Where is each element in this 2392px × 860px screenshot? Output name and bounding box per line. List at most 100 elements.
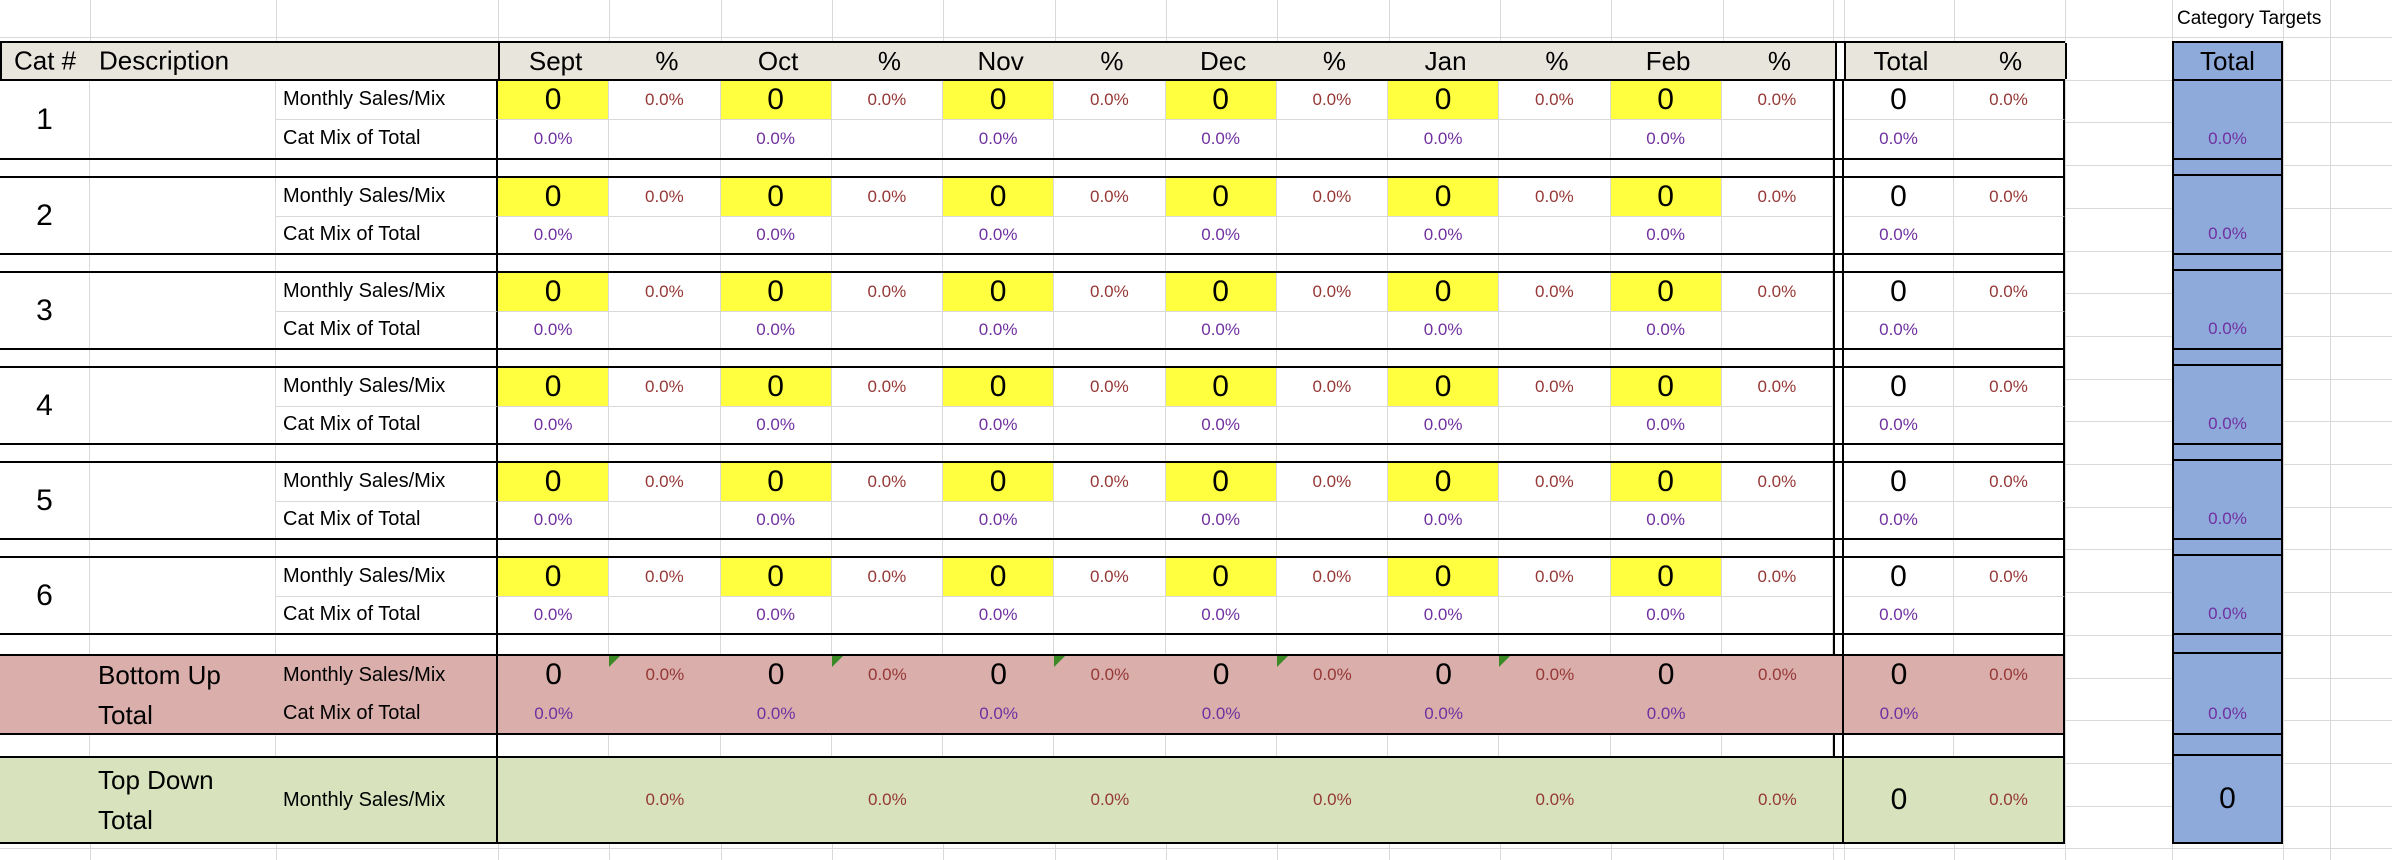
mix-pct-cell[interactable]: 0.0% <box>721 501 832 538</box>
bottomup-pct-cell[interactable]: 0.0% <box>1722 656 1833 694</box>
sales-input-cell[interactable]: 0 <box>1165 463 1277 502</box>
month-pct-cell[interactable]: 0.0% <box>1721 368 1833 407</box>
mix-pct-cell[interactable]: 0.0% <box>498 406 610 443</box>
month-pct-cell[interactable]: 0.0% <box>609 368 721 407</box>
total-pct-cell[interactable]: 0.0% <box>1954 273 2065 312</box>
bottomup-pct-cell[interactable]: 0.0% <box>831 656 943 694</box>
mix-pct-cell[interactable]: 0.0% <box>943 406 1055 443</box>
month-pct-cell[interactable]: 0.0% <box>831 463 943 502</box>
mix-pct-cell[interactable]: 0.0% <box>1166 596 1277 633</box>
month-pct-cell[interactable]: 0.0% <box>609 81 721 120</box>
month-pct-cell[interactable]: 0.0% <box>1499 558 1611 597</box>
target-total-cell[interactable]: 0 <box>2174 756 2281 844</box>
empty-cell[interactable] <box>609 596 721 633</box>
mix-pct-cell[interactable]: 0.0% <box>943 216 1055 253</box>
empty-cell[interactable] <box>1722 119 1833 158</box>
empty-cell[interactable] <box>1054 501 1166 538</box>
sales-input-cell[interactable]: 0 <box>498 558 610 597</box>
mix-pct-cell[interactable]: 0.0% <box>943 119 1055 158</box>
month-pct-cell[interactable]: 0.0% <box>1276 81 1388 120</box>
empty-cell[interactable] <box>1722 216 1833 253</box>
bottomup-sales-cell[interactable]: 0 <box>767 658 785 691</box>
empty-cell[interactable] <box>832 216 943 253</box>
bottomup-sales-cell[interactable]: 0 <box>1435 658 1452 691</box>
empty-cell[interactable] <box>1954 119 2065 158</box>
month-pct-cell[interactable]: 0.0% <box>1499 368 1611 407</box>
sales-input-cell[interactable]: 0 <box>943 81 1055 120</box>
empty-cell[interactable] <box>1722 311 1833 348</box>
month-pct-cell[interactable]: 0.0% <box>1721 273 1833 312</box>
mix-pct-cell[interactable]: 0.0% <box>721 216 832 253</box>
bottomup-mix-pct-cell[interactable]: 0.0% <box>756 703 796 723</box>
topdown-pct-cell[interactable]: 0.0% <box>868 790 907 809</box>
bottomup-sales-cell[interactable]: 0 <box>1212 658 1230 691</box>
empty-cell[interactable] <box>1499 119 1611 158</box>
empty-cell[interactable] <box>1611 758 1722 842</box>
mix-pct-cell[interactable]: 0.0% <box>721 311 832 348</box>
month-pct-cell[interactable]: 0.0% <box>1499 273 1611 312</box>
bottomup-total-cell[interactable]: 0 <box>1890 658 1908 691</box>
month-pct-cell[interactable]: 0.0% <box>831 178 943 217</box>
total-value-cell[interactable]: 0 <box>1844 178 1954 217</box>
sales-input-cell[interactable]: 0 <box>943 178 1055 217</box>
month-pct-cell[interactable]: 0.0% <box>1721 178 1833 217</box>
month-pct-cell[interactable]: 0.0% <box>1721 558 1833 597</box>
empty-cell[interactable] <box>1722 596 1833 633</box>
description-cell[interactable] <box>90 178 276 253</box>
target-cell[interactable]: 0.0% <box>2174 461 2281 540</box>
sales-input-cell[interactable]: 0 <box>943 463 1055 502</box>
sales-input-cell[interactable]: 0 <box>1388 273 1500 312</box>
month-pct-cell[interactable]: 0.0% <box>831 273 943 312</box>
empty-cell[interactable] <box>1499 501 1611 538</box>
sales-input-cell[interactable]: 0 <box>1388 368 1500 407</box>
sales-input-cell[interactable]: 0 <box>1610 368 1722 407</box>
empty-cell[interactable] <box>832 596 943 633</box>
empty-cell[interactable] <box>609 311 721 348</box>
empty-cell[interactable] <box>609 406 721 443</box>
month-pct-cell[interactable]: 0.0% <box>609 273 721 312</box>
month-pct-cell[interactable]: 0.0% <box>1276 463 1388 502</box>
total-value-cell[interactable]: 0 <box>1844 558 1954 597</box>
mix-pct-cell[interactable]: 0.0% <box>1388 501 1500 538</box>
mix-pct-cell[interactable]: 0.0% <box>721 406 832 443</box>
bottomup-mix-pct-cell[interactable]: 0.0% <box>534 703 573 723</box>
mix-pct-cell[interactable]: 0.0% <box>498 216 610 253</box>
mix-pct-cell[interactable]: 0.0% <box>1611 216 1722 253</box>
month-pct-cell[interactable]: 0.0% <box>1054 558 1166 597</box>
month-pct-cell[interactable]: 0.0% <box>1276 368 1388 407</box>
topdown-pct-cell[interactable]: 0.0% <box>1758 790 1797 809</box>
sales-input-cell[interactable]: 0 <box>1610 558 1722 597</box>
total-value-cell[interactable]: 0 <box>1844 273 1954 312</box>
sales-input-cell[interactable]: 0 <box>1610 273 1722 312</box>
month-pct-cell[interactable]: 0.0% <box>609 178 721 217</box>
empty-cell[interactable] <box>1954 694 2065 733</box>
total-pct-cell[interactable]: 0.0% <box>1954 368 2065 407</box>
mix-pct-cell[interactable]: 0.0% <box>498 311 610 348</box>
empty-cell[interactable] <box>1277 596 1388 633</box>
target-cell[interactable]: 0.0% <box>2174 654 2281 735</box>
mix-pct-cell[interactable]: 0.0% <box>1166 501 1277 538</box>
mix-pct-cell[interactable]: 0.0% <box>1166 216 1277 253</box>
sales-input-cell[interactable]: 0 <box>498 368 610 407</box>
bottomup-pct-cell[interactable]: 0.0% <box>1276 656 1388 694</box>
bottomup-sales-cell[interactable]: 0 <box>990 658 1007 691</box>
total-pct-cell[interactable]: 0.0% <box>1954 558 2065 597</box>
sales-input-cell[interactable]: 0 <box>498 273 610 312</box>
month-pct-cell[interactable]: 0.0% <box>1276 273 1388 312</box>
empty-cell[interactable] <box>832 311 943 348</box>
sales-input-cell[interactable]: 0 <box>720 368 832 407</box>
empty-cell[interactable] <box>1054 216 1166 253</box>
bottomup-pct-cell[interactable]: 0.0% <box>609 656 720 694</box>
sales-input-cell[interactable]: 0 <box>1165 273 1277 312</box>
empty-cell[interactable] <box>1954 216 2065 253</box>
total-mix-pct-cell[interactable]: 0.0% <box>1844 311 1954 348</box>
mix-pct-cell[interactable]: 0.0% <box>721 119 832 158</box>
mix-pct-cell[interactable]: 0.0% <box>498 596 610 633</box>
empty-cell[interactable] <box>832 406 943 443</box>
sales-input-cell[interactable]: 0 <box>720 178 832 217</box>
mix-pct-cell[interactable]: 0.0% <box>498 501 610 538</box>
sales-input-cell[interactable]: 0 <box>1610 81 1722 120</box>
empty-cell[interactable] <box>721 758 832 842</box>
target-cell[interactable]: 0.0% <box>2174 366 2281 445</box>
target-cell[interactable]: 0.0% <box>2174 271 2281 350</box>
